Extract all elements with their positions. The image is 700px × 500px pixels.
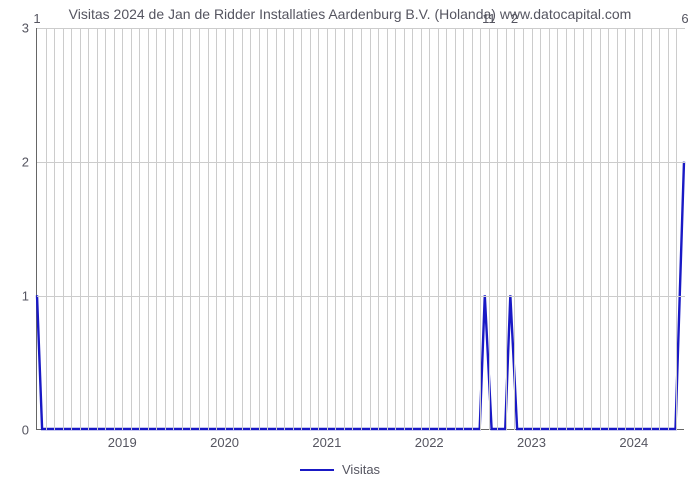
grid-line-vertical bbox=[429, 28, 430, 430]
grid-line-vertical bbox=[165, 28, 166, 430]
grid-line-vertical bbox=[361, 28, 362, 430]
grid-line-vertical bbox=[378, 28, 379, 430]
grid-line-vertical bbox=[259, 28, 260, 430]
grid-line-vertical bbox=[46, 28, 47, 430]
grid-line-vertical bbox=[242, 28, 243, 430]
grid-line-vertical bbox=[540, 28, 541, 430]
grid-line-vertical bbox=[583, 28, 584, 430]
chart-title: Visitas 2024 de Jan de Ridder Installati… bbox=[0, 6, 700, 22]
x-tick-label: 2022 bbox=[415, 435, 444, 450]
grid-line-vertical bbox=[71, 28, 72, 430]
grid-line-vertical bbox=[327, 28, 328, 430]
grid-line-vertical bbox=[600, 28, 601, 430]
grid-line-vertical bbox=[310, 28, 311, 430]
x-tick-label: 2023 bbox=[517, 435, 546, 450]
x-tick-label: 2021 bbox=[312, 435, 341, 450]
grid-line-vertical bbox=[506, 28, 507, 430]
x-tick-label: 2020 bbox=[210, 435, 239, 450]
grid-line-vertical bbox=[284, 28, 285, 430]
grid-line-vertical bbox=[352, 28, 353, 430]
grid-line-vertical bbox=[591, 28, 592, 430]
grid-line-vertical bbox=[370, 28, 371, 430]
grid-line-vertical bbox=[642, 28, 643, 430]
grid-line-vertical bbox=[131, 28, 132, 430]
x-secondary-label: 11 bbox=[482, 11, 496, 26]
grid-line-vertical bbox=[276, 28, 277, 430]
grid-line-vertical bbox=[114, 28, 115, 430]
x-tick-label: 2024 bbox=[619, 435, 648, 450]
grid-line-vertical bbox=[267, 28, 268, 430]
grid-line-vertical bbox=[250, 28, 251, 430]
grid-line-vertical bbox=[63, 28, 64, 430]
grid-line-vertical bbox=[318, 28, 319, 430]
grid-line-vertical bbox=[455, 28, 456, 430]
grid-line-vertical bbox=[574, 28, 575, 430]
grid-line-vertical bbox=[617, 28, 618, 430]
y-tick-label: 0 bbox=[22, 423, 29, 438]
grid-line-vertical bbox=[659, 28, 660, 430]
grid-line-vertical bbox=[676, 28, 677, 430]
grid-line-vertical bbox=[634, 28, 635, 430]
grid-line-vertical bbox=[549, 28, 550, 430]
grid-line-vertical bbox=[199, 28, 200, 430]
grid-line-vertical bbox=[395, 28, 396, 430]
grid-line-vertical bbox=[387, 28, 388, 430]
grid-line-vertical bbox=[105, 28, 106, 430]
grid-line-vertical bbox=[668, 28, 669, 430]
grid-line-vertical bbox=[514, 28, 515, 430]
grid-line-vertical bbox=[80, 28, 81, 430]
grid-line-vertical bbox=[421, 28, 422, 430]
y-tick-label: 1 bbox=[22, 289, 29, 304]
grid-line-vertical bbox=[216, 28, 217, 430]
x-secondary-label: 2 bbox=[511, 11, 518, 26]
grid-line-vertical bbox=[301, 28, 302, 430]
grid-line-vertical bbox=[566, 28, 567, 430]
grid-line-vertical bbox=[88, 28, 89, 430]
grid-line-vertical bbox=[532, 28, 533, 430]
grid-line-vertical bbox=[412, 28, 413, 430]
grid-line-vertical bbox=[173, 28, 174, 430]
grid-line-vertical bbox=[625, 28, 626, 430]
grid-line-vertical bbox=[608, 28, 609, 430]
grid-line-vertical bbox=[557, 28, 558, 430]
grid-line-vertical bbox=[335, 28, 336, 430]
grid-line-vertical bbox=[54, 28, 55, 430]
grid-line-vertical bbox=[148, 28, 149, 430]
grid-line-vertical bbox=[97, 28, 98, 430]
legend-swatch bbox=[300, 469, 334, 471]
grid-line-vertical bbox=[139, 28, 140, 430]
grid-line-vertical bbox=[208, 28, 209, 430]
y-tick-label: 3 bbox=[22, 21, 29, 36]
x-secondary-label: 1 bbox=[33, 11, 40, 26]
grid-line-vertical bbox=[472, 28, 473, 430]
grid-line-vertical bbox=[190, 28, 191, 430]
grid-line-vertical bbox=[480, 28, 481, 430]
x-secondary-label: 6 bbox=[681, 11, 688, 26]
grid-line-vertical bbox=[523, 28, 524, 430]
grid-line-vertical bbox=[156, 28, 157, 430]
y-tick-label: 2 bbox=[22, 155, 29, 170]
grid-line-vertical bbox=[293, 28, 294, 430]
grid-line-vertical bbox=[497, 28, 498, 430]
grid-line-vertical bbox=[233, 28, 234, 430]
visits-line-chart: Visitas 2024 de Jan de Ridder Installati… bbox=[0, 0, 700, 500]
x-tick-label: 2019 bbox=[108, 435, 137, 450]
grid-line-vertical bbox=[651, 28, 652, 430]
legend-label: Visitas bbox=[342, 462, 380, 477]
grid-line-vertical bbox=[344, 28, 345, 430]
grid-line-vertical bbox=[438, 28, 439, 430]
grid-line-vertical bbox=[404, 28, 405, 430]
grid-line-vertical bbox=[182, 28, 183, 430]
grid-line-vertical bbox=[225, 28, 226, 430]
grid-line-vertical bbox=[122, 28, 123, 430]
legend: Visitas bbox=[300, 462, 380, 477]
grid-line-vertical bbox=[489, 28, 490, 430]
grid-line-vertical bbox=[446, 28, 447, 430]
grid-line-vertical bbox=[463, 28, 464, 430]
plot-area: 012320192020202120222023202411126 bbox=[36, 28, 684, 430]
